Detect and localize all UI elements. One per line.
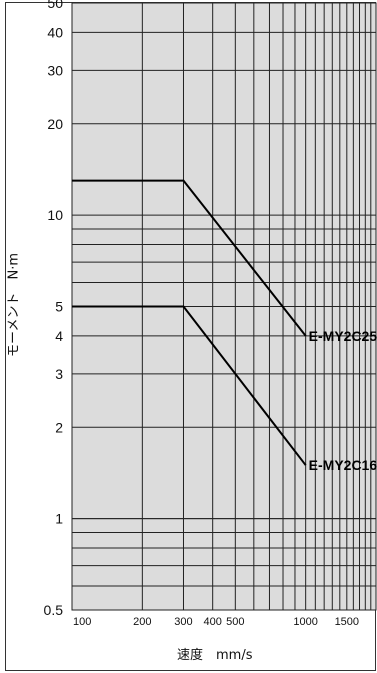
series-line	[72, 179, 307, 337]
y-tick-label: 4	[55, 328, 63, 344]
y-tick-label: 1	[55, 511, 63, 527]
x-tick-label: 300	[174, 616, 192, 628]
y-tick-label: 5	[55, 299, 63, 315]
y-tick-label: 30	[47, 62, 63, 78]
y-tick-label: 40	[47, 24, 63, 40]
y-tick-label: 20	[47, 116, 63, 132]
x-tick-labels: 100 200 300 400 500 1000 1500	[73, 616, 359, 628]
y-tick-label: 50	[47, 0, 63, 11]
x-tick-label: 200	[133, 616, 151, 628]
x-tick-label: 500	[226, 616, 244, 628]
y-tick-label: 0.5	[44, 602, 64, 618]
x-axis-label: 速度 mm/s	[177, 648, 253, 663]
y-tick-labels: 0.5 1 2 3 4 5 10 20 30 40 50	[44, 0, 64, 618]
series-line	[72, 305, 307, 466]
y-tick-label: 10	[47, 207, 63, 223]
series-label: E-MY2C16	[309, 457, 377, 473]
x-tick-label: 100	[73, 616, 91, 628]
x-tick-label: 400	[203, 616, 221, 628]
x-tick-label: 1500	[335, 616, 359, 628]
y-axis-label: モーメント N·m	[6, 252, 22, 358]
y-tick-label: 2	[55, 419, 63, 435]
series-label: E-MY2C25	[309, 328, 377, 344]
y-tick-label: 3	[55, 366, 63, 382]
series-group: E-MY2C25 E-MY2C16	[72, 179, 377, 473]
x-tick-label: 1000	[293, 616, 317, 628]
